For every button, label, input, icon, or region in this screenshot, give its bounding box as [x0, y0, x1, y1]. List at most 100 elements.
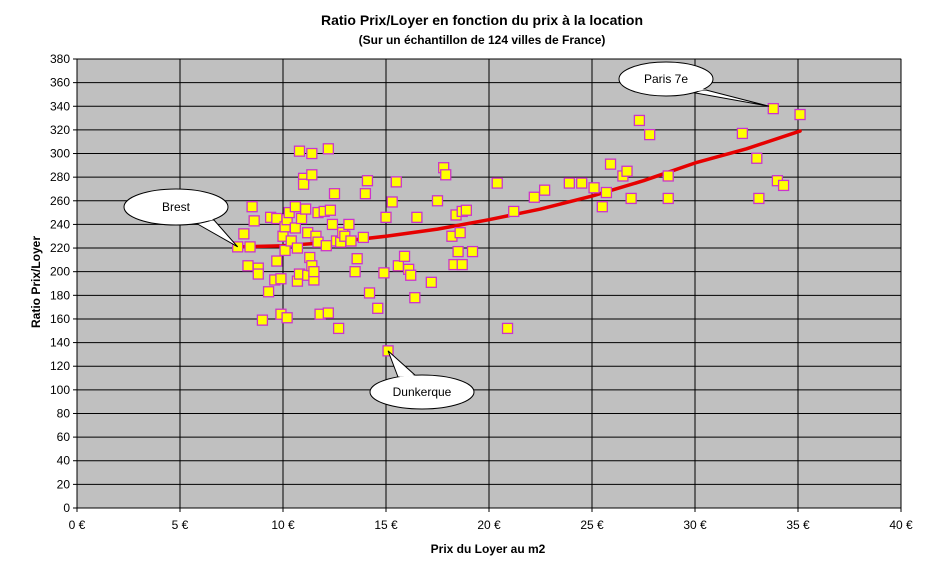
data-point [440, 169, 452, 181]
data-point [501, 322, 514, 335]
y-tick-label: 240 [50, 217, 70, 231]
data-point [343, 218, 355, 231]
data-point [411, 211, 423, 223]
data-point [289, 201, 302, 213]
data-point [320, 240, 332, 252]
data-point [252, 268, 264, 280]
data-point [753, 192, 765, 205]
data-point [452, 245, 464, 258]
data-point [398, 250, 411, 262]
data-point [281, 312, 293, 324]
data-point [244, 241, 256, 253]
data-point [283, 206, 295, 219]
y-tick-label: 180 [50, 288, 70, 302]
data-point [777, 179, 790, 192]
data-point [596, 201, 608, 213]
x-tick-label: 20 € [477, 518, 501, 532]
data-point [285, 235, 297, 247]
data-points [232, 102, 806, 357]
data-point [425, 276, 437, 288]
data-point [349, 266, 361, 278]
data-point [238, 228, 250, 240]
data-point [392, 260, 405, 272]
x-tick-label: 25 € [580, 518, 604, 532]
x-tick-label: 5 € [172, 518, 189, 532]
data-point [351, 253, 363, 265]
data-point [271, 255, 283, 267]
data-point [604, 158, 617, 170]
data-point [332, 322, 345, 335]
data-point [662, 192, 674, 205]
data-point [621, 165, 633, 177]
x-tick-label: 40 € [889, 518, 913, 532]
data-point [563, 177, 575, 189]
data-point [262, 286, 275, 298]
data-point [538, 184, 551, 196]
data-point [322, 143, 334, 155]
data-point [600, 186, 613, 199]
x-tick-label: 30 € [683, 518, 707, 532]
x-tick-label: 35 € [786, 518, 810, 532]
data-point [322, 307, 334, 319]
data-point [390, 176, 402, 188]
data-point [359, 188, 372, 200]
x-tick-label: 15 € [374, 518, 398, 532]
data-point [289, 222, 302, 234]
x-axis-label: Prix du Loyer au m2 [431, 542, 546, 556]
y-tick-label: 200 [50, 265, 70, 279]
callout-label: Brest [162, 200, 191, 214]
data-point [460, 204, 472, 216]
data-point [662, 170, 674, 182]
data-point [588, 182, 600, 194]
data-point [767, 102, 779, 115]
data-point [295, 212, 308, 225]
y-tick-label: 260 [50, 194, 70, 208]
data-point [306, 169, 318, 181]
data-point [378, 267, 390, 279]
y-tick-label: 360 [50, 76, 70, 90]
chart-subtitle: (Sur un échantillon de 124 villes de Fra… [359, 33, 606, 47]
data-point [328, 188, 341, 200]
data-point [431, 195, 444, 207]
callout-bubble: Dunkerque [369, 350, 475, 410]
data-point [363, 287, 376, 299]
y-axis-ticks: 0 20 40 60 80 100 120 140 160 180 200 220 240 260 280 3… [50, 52, 77, 515]
data-point [291, 242, 304, 254]
y-tick-label: 140 [50, 336, 70, 350]
data-point [256, 314, 269, 326]
data-point [409, 292, 421, 304]
callout-label: Paris 7e [644, 72, 688, 86]
data-point [644, 128, 656, 141]
callout-ellipse [618, 61, 714, 97]
data-point [405, 269, 417, 281]
data-point [751, 152, 763, 164]
y-tick-label: 340 [50, 99, 70, 113]
data-point [528, 191, 540, 203]
data-point [306, 147, 318, 160]
callout-seam [398, 373, 416, 377]
data-point [466, 245, 479, 258]
data-point [357, 231, 369, 244]
data-point [625, 192, 637, 205]
data-point [633, 114, 646, 127]
plot-area: 0 20 40 60 80 100 120 140 160 180 200 220 240 260 280 3… [50, 52, 913, 532]
callout-ellipse [369, 374, 475, 410]
data-point [242, 260, 254, 272]
callout-seam [194, 218, 214, 222]
y-tick-label: 160 [50, 312, 70, 326]
y-tick-label: 100 [50, 383, 70, 397]
data-point [300, 203, 312, 215]
data-point [326, 218, 339, 231]
y-tick-label: 300 [50, 147, 70, 161]
data-point [508, 205, 520, 218]
data-point [345, 235, 357, 247]
data-point [275, 273, 287, 285]
data-point [386, 196, 398, 208]
data-point [454, 227, 466, 239]
data-point [491, 177, 503, 189]
y-tick-label: 280 [50, 170, 70, 184]
y-tick-label: 60 [57, 430, 71, 444]
data-point [794, 108, 806, 121]
x-axis-ticks: 0 € 5 € 10 € 15 € 20 € 25 € 30 € 35 € 40 € [69, 508, 913, 532]
callout-seam [690, 88, 706, 92]
